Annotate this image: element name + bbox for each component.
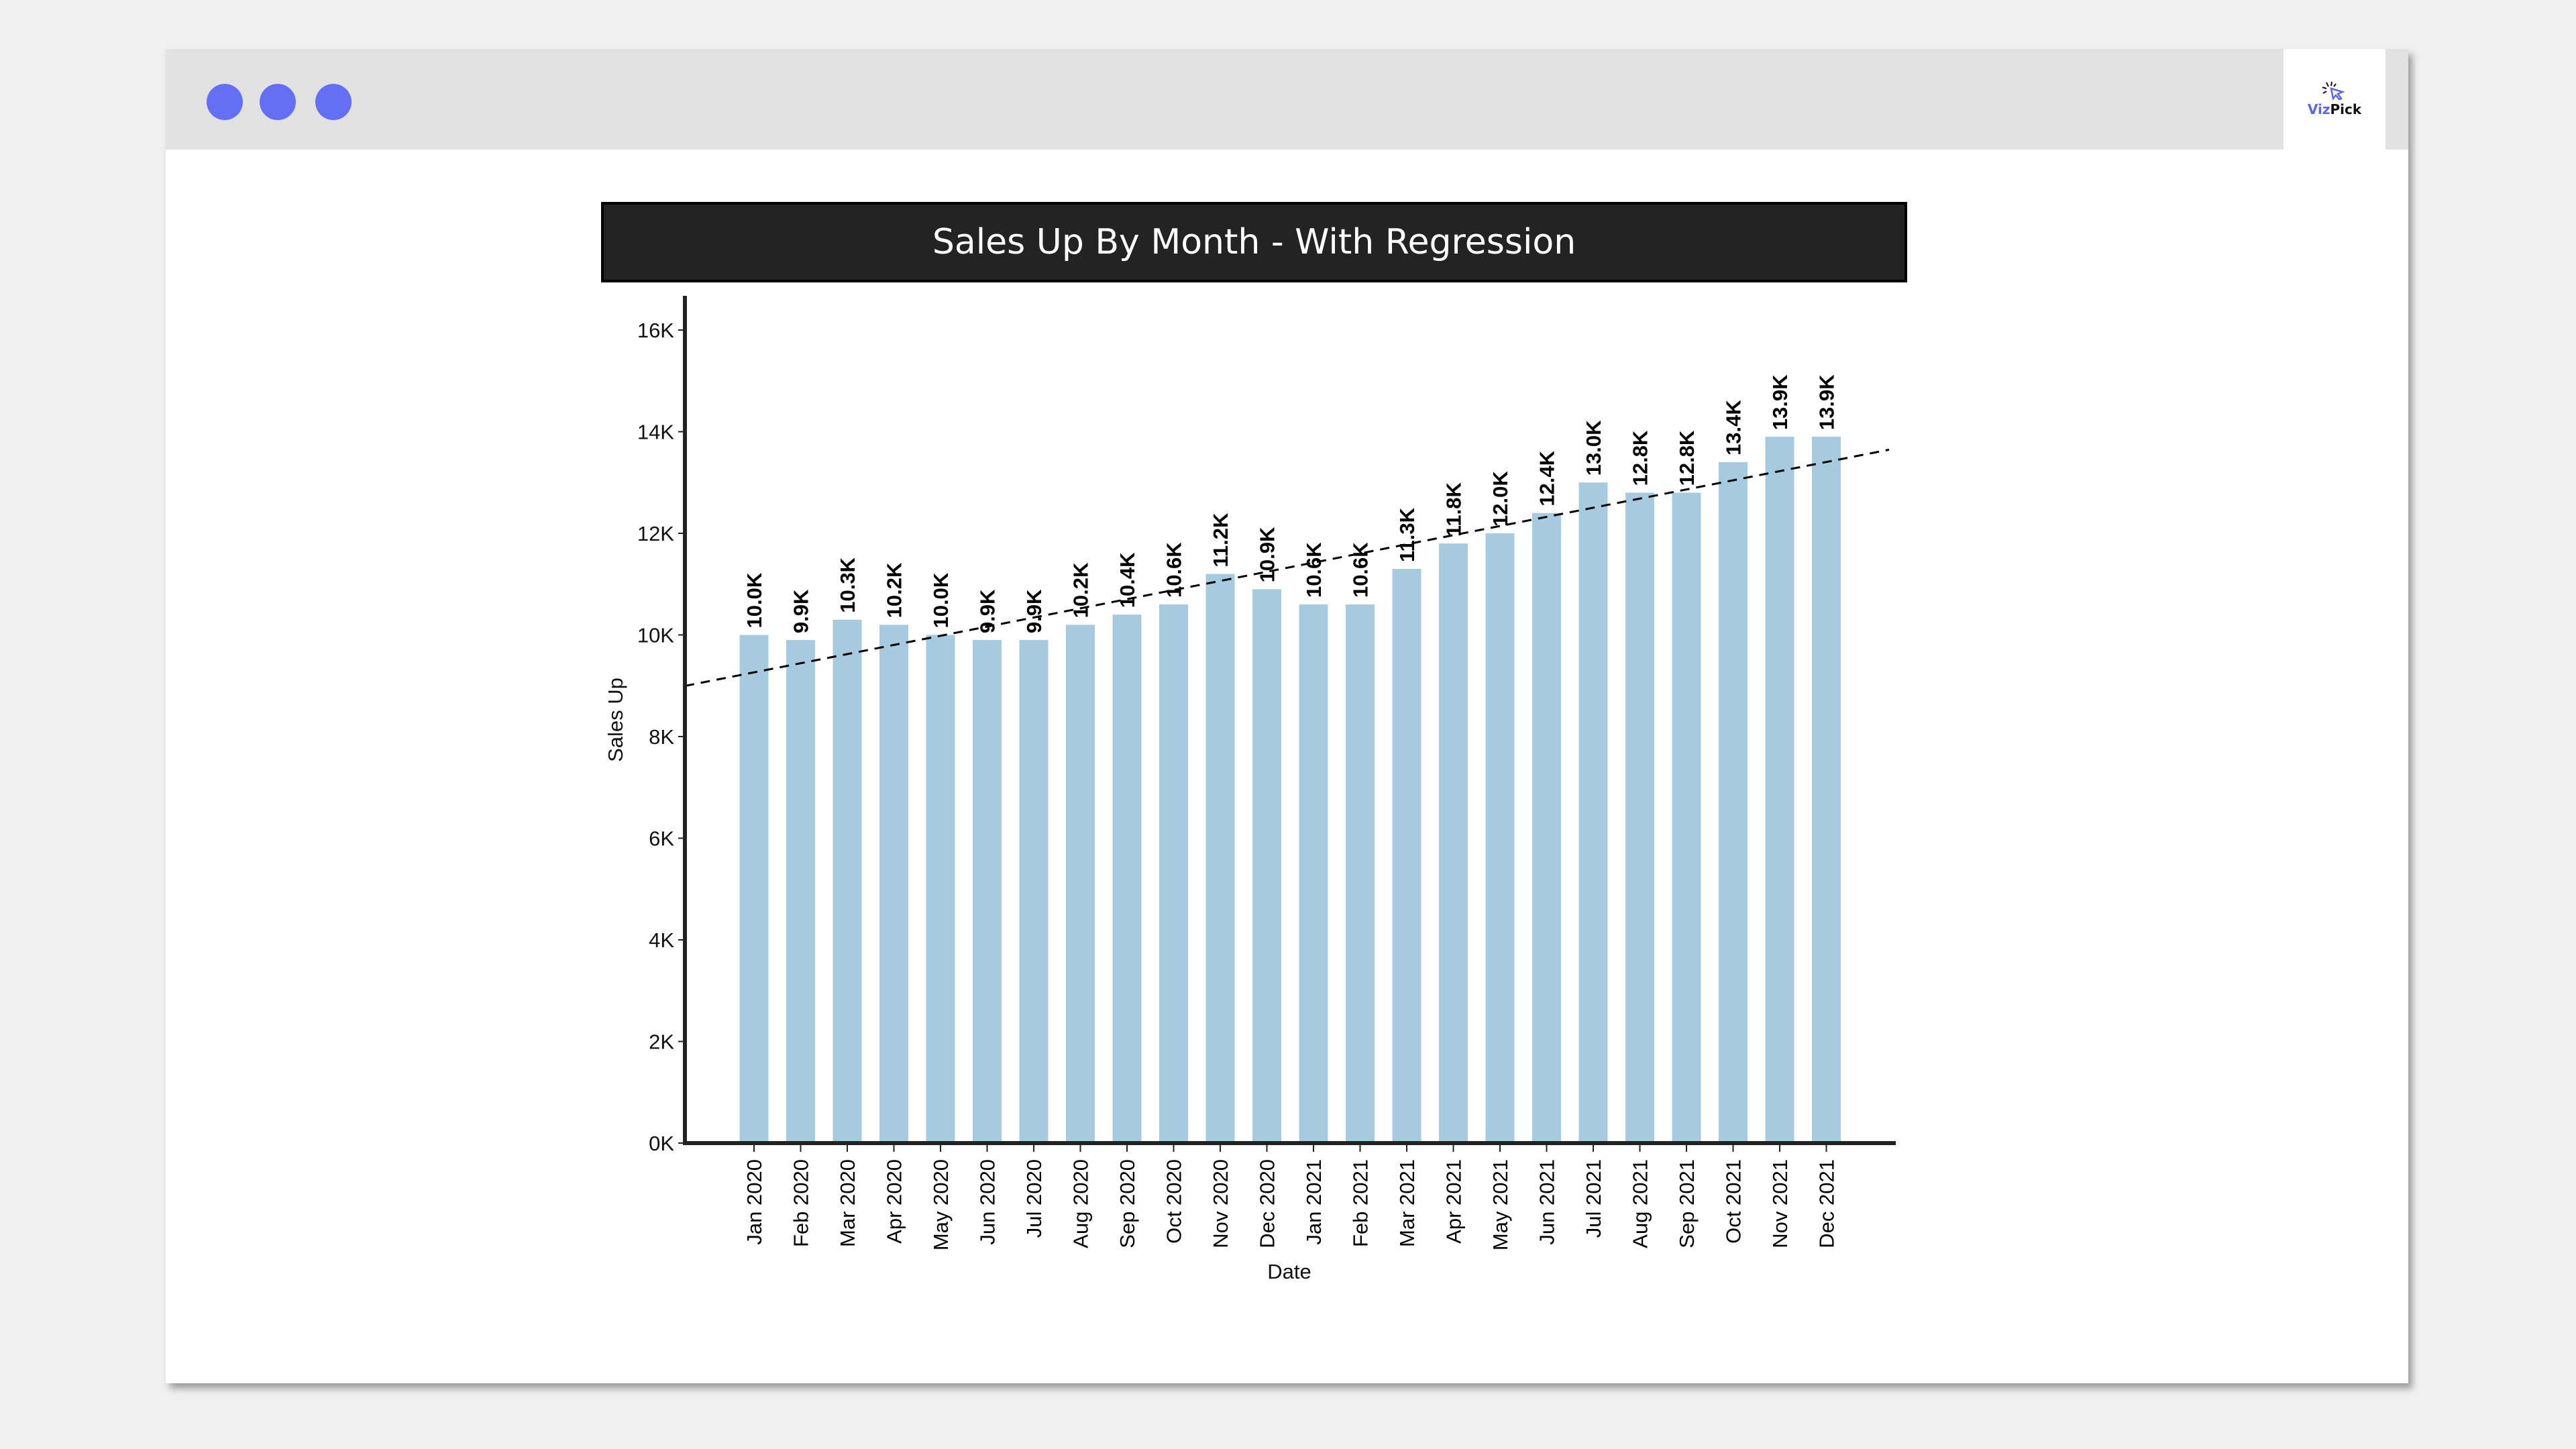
data-label: 13.0K	[1582, 420, 1605, 476]
data-label: 10.4K	[1116, 552, 1139, 608]
vizpick-logo: VizPick	[2284, 49, 2385, 150]
x-tick-label: Oct 2021	[1722, 1159, 1746, 1244]
bar-may-2020	[926, 635, 955, 1143]
data-label: 12.8K	[1629, 430, 1652, 486]
y-tick-label: 10K	[637, 624, 674, 647]
x-tick-label: Feb 2021	[1349, 1159, 1373, 1247]
bar-mar-2020	[833, 619, 862, 1143]
bar-dec-2021	[1812, 437, 1841, 1144]
x-tick-label: May 2020	[929, 1159, 953, 1250]
window-dot-3[interactable]	[315, 84, 352, 120]
y-tick-label: 4K	[649, 928, 674, 952]
window-dot-2[interactable]	[260, 84, 296, 120]
x-tick-label: Sep 2021	[1675, 1159, 1699, 1248]
bar-nov-2020	[1205, 574, 1235, 1143]
data-label: 10.6K	[1163, 542, 1186, 598]
bar-jan-2021	[1299, 604, 1328, 1143]
y-tick-label: 2K	[649, 1030, 674, 1054]
x-tick-label: Mar 2020	[836, 1159, 859, 1247]
x-tick-label: Feb 2020	[790, 1159, 813, 1247]
y-tick-label: 16K	[637, 319, 674, 342]
bar-sep-2021	[1672, 492, 1701, 1143]
x-tick-label: Oct 2020	[1163, 1159, 1186, 1244]
bar-oct-2021	[1719, 462, 1748, 1143]
chart-title: Sales Up By Month - With Regression	[601, 202, 1907, 282]
data-label: 10.2K	[1069, 562, 1093, 618]
data-label: 13.4K	[1722, 400, 1746, 455]
data-label: 11.2K	[1209, 513, 1232, 568]
y-axis-label: Sales Up	[604, 678, 627, 762]
x-tick-label: Jan 2020	[743, 1159, 766, 1245]
bar-aug-2021	[1625, 492, 1654, 1143]
x-tick-label: Jan 2021	[1302, 1159, 1326, 1245]
x-tick-label: May 2021	[1489, 1159, 1512, 1250]
regression-line	[684, 448, 1890, 687]
data-label: 13.9K	[1815, 374, 1839, 430]
x-tick-label: Nov 2020	[1209, 1159, 1232, 1248]
data-label: 10.0K	[929, 572, 953, 628]
x-tick-label: Jun 2020	[976, 1159, 1000, 1245]
title-bar: VizPick	[166, 49, 2408, 150]
y-tick-label: 8K	[649, 725, 674, 749]
data-label: 11.3K	[1395, 507, 1419, 562]
bar-jun-2020	[973, 640, 1002, 1143]
bar-oct-2020	[1159, 604, 1188, 1143]
x-tick-label: Dec 2020	[1256, 1159, 1279, 1248]
data-label: 13.9K	[1768, 374, 1792, 430]
data-label: 12.8K	[1675, 430, 1699, 486]
y-tick-label: 0K	[649, 1132, 674, 1155]
data-label: 10.6K	[1302, 542, 1326, 598]
x-tick-label: Apr 2020	[883, 1159, 906, 1244]
bar-nov-2021	[1765, 437, 1794, 1144]
bar-apr-2020	[879, 625, 908, 1143]
window-dot-1[interactable]	[207, 84, 243, 120]
bar-dec-2020	[1252, 589, 1281, 1143]
bar-mar-2021	[1392, 569, 1421, 1143]
bar-jul-2021	[1578, 482, 1608, 1143]
data-label: 10.2K	[883, 562, 906, 618]
logo-text-pick: Pick	[2330, 101, 2362, 117]
bar-apr-2021	[1439, 543, 1468, 1143]
x-axis-label: Date	[1267, 1260, 1311, 1283]
bar-jul-2020	[1019, 640, 1049, 1143]
x-tick-label: Aug 2021	[1629, 1159, 1652, 1248]
bar-may-2021	[1485, 533, 1515, 1143]
logo-text-viz: Viz	[2307, 101, 2330, 117]
x-tick-label: Jul 2020	[1022, 1159, 1046, 1238]
x-tick-label: Jun 2021	[1536, 1159, 1559, 1245]
bar-jan-2020	[739, 635, 769, 1143]
x-tick-label: Jul 2021	[1582, 1159, 1605, 1238]
data-label: 10.3K	[836, 557, 859, 612]
bar-feb-2020	[786, 640, 815, 1143]
bar-aug-2020	[1066, 625, 1095, 1143]
data-label: 9.9K	[976, 589, 1000, 633]
y-tick-label: 14K	[637, 421, 674, 444]
y-tick-label: 6K	[649, 827, 674, 851]
bar-sep-2020	[1112, 614, 1142, 1143]
x-tick-label: Dec 2021	[1815, 1159, 1839, 1248]
x-tick-label: Mar 2021	[1395, 1159, 1419, 1247]
x-tick-label: Apr 2021	[1442, 1159, 1466, 1244]
bar-feb-2021	[1346, 604, 1375, 1143]
data-label: 10.9K	[1256, 527, 1279, 582]
x-tick-label: Aug 2020	[1069, 1159, 1093, 1248]
cursor-click-icon	[2322, 81, 2345, 101]
data-label: 12.0K	[1489, 471, 1512, 527]
data-label: 9.9K	[1022, 589, 1046, 633]
data-label: 10.0K	[743, 572, 766, 628]
data-label: 9.9K	[790, 589, 813, 633]
data-label: 10.6K	[1349, 542, 1373, 598]
data-label: 11.8K	[1442, 482, 1466, 537]
data-label: 12.4K	[1536, 450, 1559, 506]
bar-jun-2021	[1532, 513, 1561, 1143]
x-tick-label: Nov 2021	[1768, 1159, 1792, 1248]
y-tick-label: 12K	[637, 522, 674, 545]
x-tick-label: Sep 2020	[1116, 1159, 1139, 1248]
